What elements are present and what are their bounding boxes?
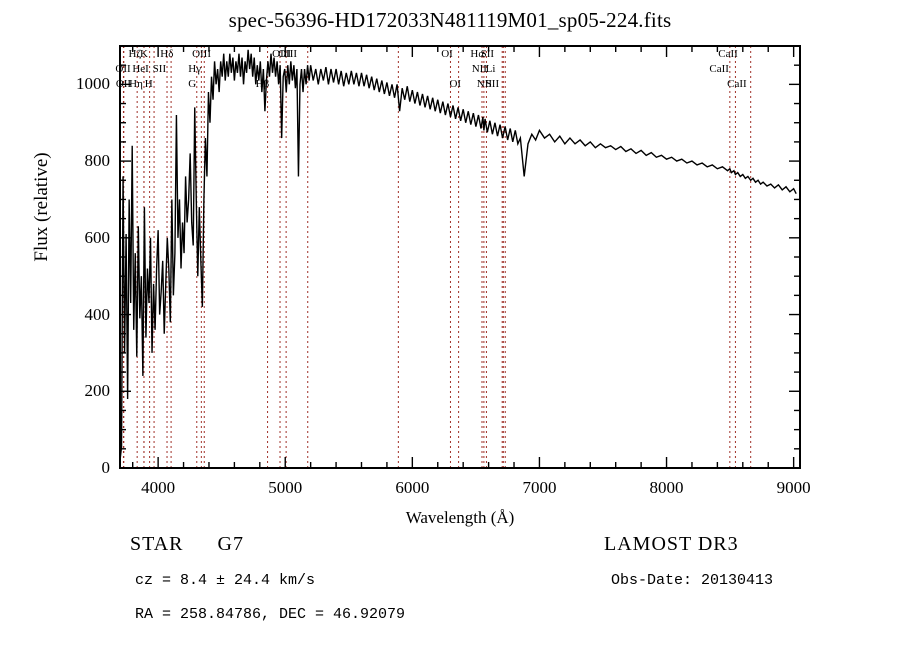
- object-type-label: STAR G7: [130, 533, 244, 556]
- spectral-line-label: K: [139, 48, 148, 60]
- plot-frame: [119, 45, 801, 469]
- spectral-line-label: OI: [441, 48, 453, 60]
- y-axis-tick-label: 400: [84, 304, 111, 324]
- spectral-line-label: OII: [115, 78, 132, 90]
- spectral-line-label: CaII: [718, 48, 738, 60]
- spectral-line-label: Hβ: [255, 78, 270, 90]
- coordinates-value: RA = 258.84786, DEC = 46.92079: [135, 606, 406, 623]
- spectral-line-label: Hζ: [128, 48, 142, 60]
- x-axis-tick-label: 4000: [141, 478, 176, 497]
- spectral-line-label: Li: [485, 63, 496, 75]
- observation-date-value: Obs-Date: 20130413: [611, 572, 774, 589]
- x-axis-tick-label: 5000: [268, 478, 303, 497]
- x-axis-tick-label: 8000: [649, 478, 684, 497]
- x-axis-tick-label: 6000: [395, 478, 430, 497]
- spectral-line-label: OII: [115, 63, 131, 75]
- figure-title: spec-56396-HD172033N481119M01_sp05-224.f…: [228, 8, 672, 32]
- x-axis-label: Wavelength (Å): [405, 508, 515, 527]
- spectral-line-label: SII: [152, 63, 167, 75]
- redshift-velocity-value: cz = 8.4 ± 24.4 km/s: [135, 572, 316, 589]
- spectral-line-label: NII: [471, 63, 487, 75]
- y-axis-tick-label: 600: [84, 227, 111, 247]
- spectral-line-label: CaII: [709, 63, 729, 75]
- spectral-line-label: G: [188, 78, 197, 90]
- spectral-line-label: CaII: [727, 78, 747, 90]
- spectral-line-label: Hδ: [160, 48, 174, 60]
- spectral-line-label: OIII: [272, 48, 292, 60]
- spectral-line-label: OIII: [278, 48, 298, 60]
- spectral-line-label: NII: [476, 78, 493, 90]
- spectral-line-label: Hη: [129, 78, 143, 90]
- spectral-line-label: SII: [485, 78, 500, 90]
- spectral-class-value: G7: [217, 533, 244, 555]
- survey-label: LAMOST DR3: [604, 533, 739, 555]
- x-axis-tick-label: 7000: [522, 478, 557, 497]
- spectral-line-label: H: [144, 78, 153, 90]
- y-axis-tick-label: 200: [84, 381, 111, 401]
- spectral-line-label: Hα: [470, 48, 485, 60]
- object-type-value: STAR: [130, 533, 184, 555]
- spectral-line-label: OI: [449, 78, 462, 90]
- spectral-line-label: Hγ: [188, 63, 202, 75]
- y-axis-tick-label: 1000: [76, 74, 110, 94]
- x-axis-tick-label: 9000: [776, 478, 811, 497]
- y-axis-tick-label: 800: [84, 151, 111, 171]
- spectral-line-label: OIII: [192, 48, 211, 60]
- y-axis-tick-label: 0: [101, 458, 111, 477]
- spectral-line-label: HeI: [132, 63, 149, 75]
- spectral-line-label: SII: [480, 48, 495, 60]
- spectrum-trace: [119, 49, 797, 461]
